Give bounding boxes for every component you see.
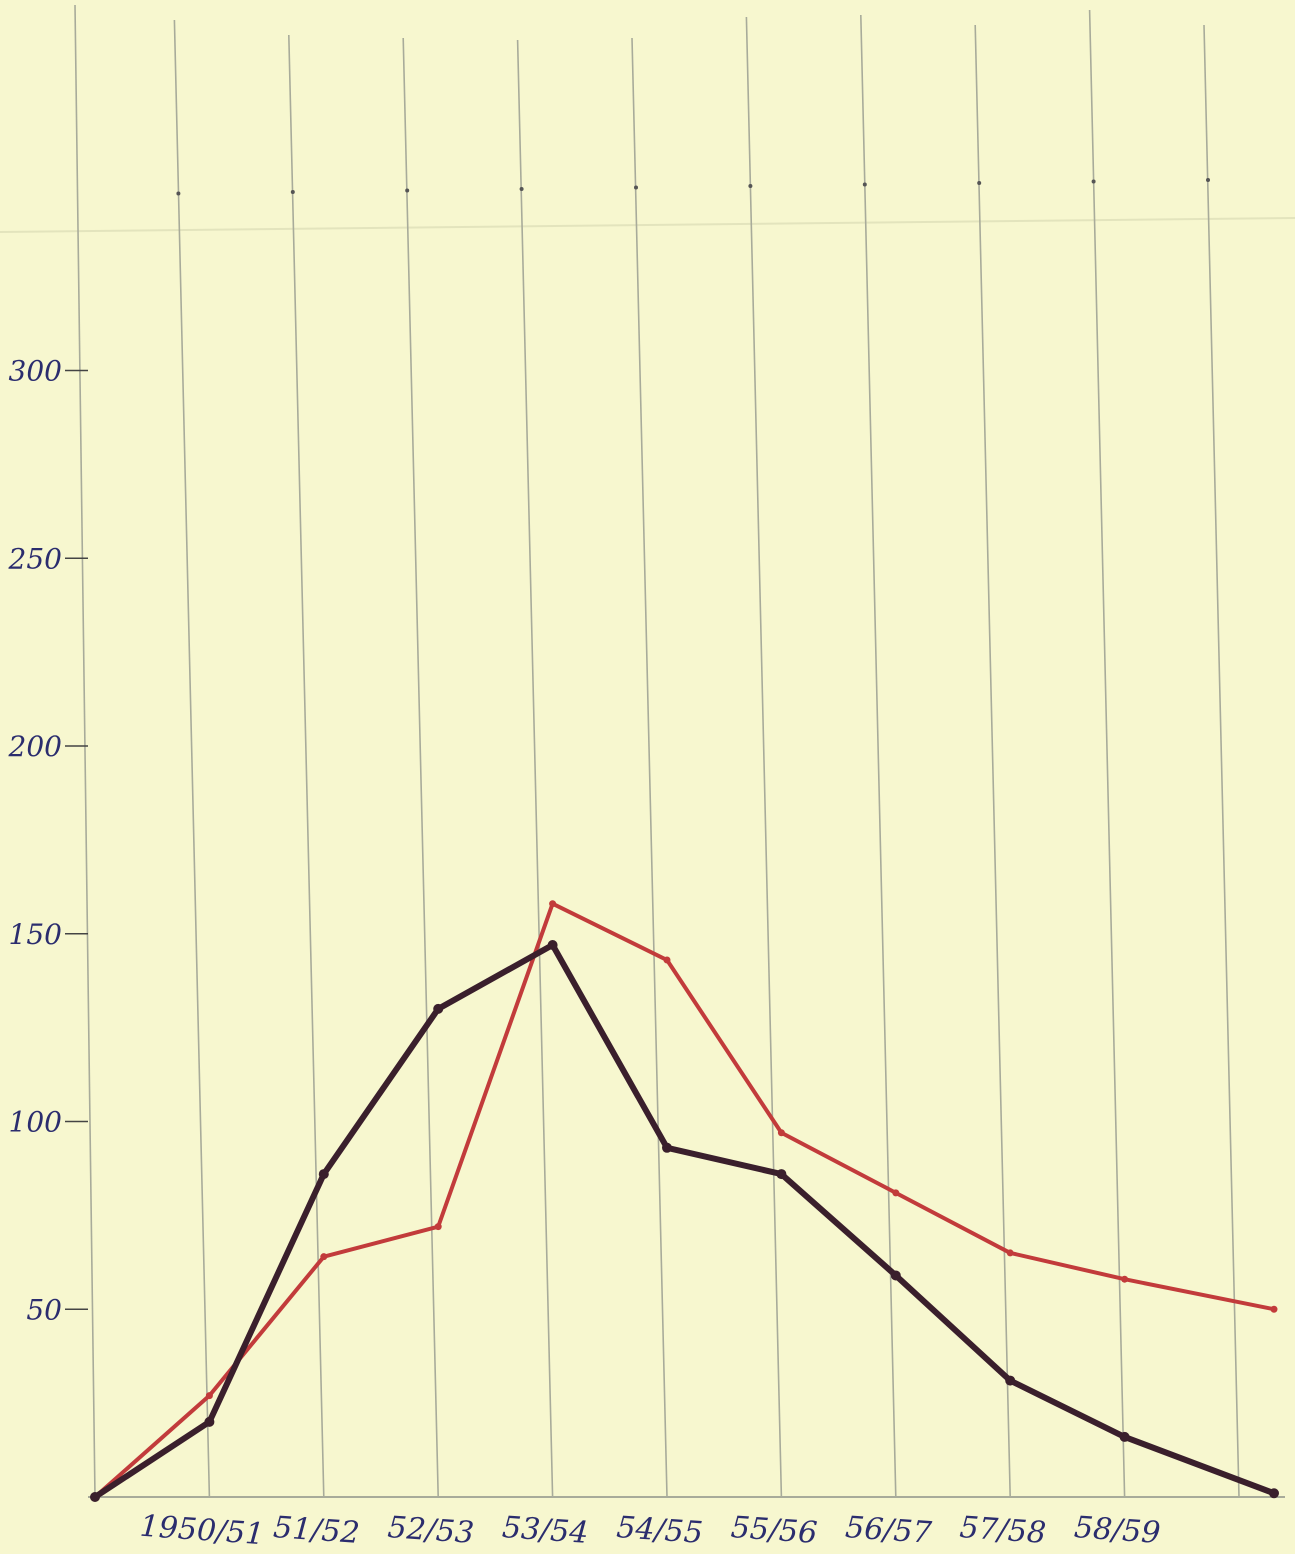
grid-mark-7	[862, 182, 867, 187]
grid-mark-5	[634, 185, 638, 190]
x-tick-label-4: 53/54	[501, 1510, 590, 1551]
y-tick-label-250: 250	[8, 542, 62, 575]
grid-line-1	[173, 19, 211, 1498]
x-tick-label-9: 58/59	[1073, 1510, 1162, 1551]
series-0-point-4	[549, 900, 557, 908]
x-tick-label-3: 52/53	[387, 1510, 476, 1551]
series-1-point-8	[1005, 1375, 1016, 1386]
series-1-point-6	[776, 1169, 787, 1180]
grid-line-5	[631, 37, 668, 1498]
x-tick-label-8: 57/58	[959, 1510, 1048, 1551]
x-tick-label-6: 55/56	[730, 1510, 819, 1551]
grid-line-2	[288, 34, 325, 1498]
series-1-point-1	[204, 1416, 215, 1427]
grid-mark-1	[176, 191, 181, 196]
series-0-point-1	[205, 1392, 213, 1400]
y-tick-labels: 50 100 150 200 250 300	[8, 355, 88, 1326]
grid-mark-8	[977, 181, 982, 185]
grid-mark-2	[290, 190, 295, 194]
series-0-point-7	[892, 1189, 900, 1197]
series-0-point-9	[1121, 1275, 1129, 1283]
series-0-point-10	[1270, 1305, 1278, 1313]
series-1-point-2	[318, 1169, 329, 1180]
grid-line-4	[516, 39, 554, 1498]
grid-line-9	[1088, 9, 1126, 1498]
series-0-point-6	[777, 1129, 785, 1137]
grid-mark-10	[1206, 178, 1210, 182]
series-1-point-4	[547, 940, 558, 951]
grid-line-0	[74, 4, 96, 1498]
grid-mark-4	[519, 187, 524, 191]
y-tick-label-50: 50	[26, 1293, 62, 1326]
grid-mark-3	[405, 188, 410, 193]
grid-mark-6	[748, 184, 753, 188]
x-tick-labels: 1950/51 51/52 52/53 53/54 54/55 55/56 56/57 57/…	[139, 1509, 1162, 1553]
grid-line-10	[1203, 24, 1240, 1498]
y-tick-label-200: 200	[8, 730, 62, 763]
grid-line-6	[745, 16, 783, 1498]
y-tick-label-300: 300	[9, 355, 62, 388]
faint-horizontal-rule	[0, 217, 1295, 233]
series-0-point-3	[434, 1223, 442, 1231]
grid-mark-9	[1091, 179, 1096, 184]
series-1-point-9	[1119, 1431, 1130, 1442]
series-1-point-0	[90, 1492, 100, 1502]
series-0-point-2	[320, 1253, 328, 1261]
series-1-point-5	[662, 1142, 672, 1153]
x-tick-label-2: 51/52	[272, 1510, 361, 1551]
series-1-point-7	[890, 1270, 901, 1281]
series-1-point-10	[1269, 1488, 1279, 1499]
series-1-point-3	[433, 1003, 444, 1014]
x-tick-label-7: 56/57	[844, 1510, 934, 1551]
y-tick-label-150: 150	[9, 918, 62, 951]
series-lines	[90, 900, 1279, 1502]
x-tick-label-1: 1950/51	[139, 1509, 266, 1553]
series-0-point-5	[663, 956, 671, 964]
grid-line-7	[860, 14, 897, 1498]
grid-line-3	[402, 37, 439, 1498]
x-tick-label-5: 54/55	[615, 1510, 704, 1551]
y-tick-label-100: 100	[9, 1106, 62, 1139]
series-0-point-8	[1006, 1249, 1014, 1257]
